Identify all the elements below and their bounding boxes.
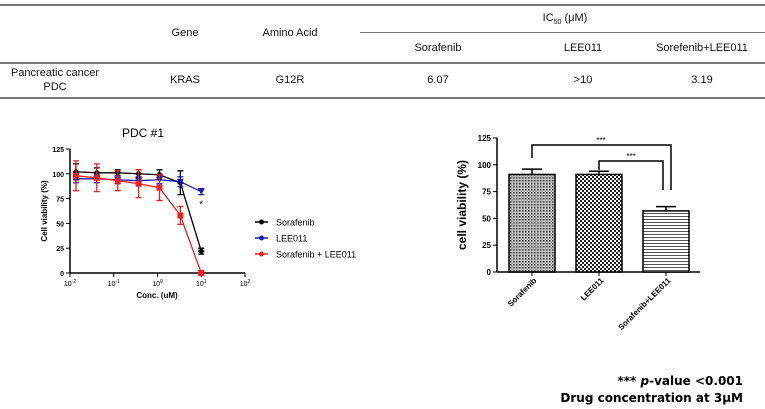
x-tick-label: 10-1 (108, 279, 120, 288)
legend-marker (259, 219, 264, 225)
header-bottom-rule (0, 62, 765, 64)
ic50-sub: 50 (553, 19, 562, 27)
cell-amino-acid: G12R (275, 74, 305, 86)
bar-category-label: Sorafenib+LEE011 (617, 276, 673, 332)
cell-gene: KRAS (170, 74, 200, 86)
header-combo: Sorefenib+LEE011 (656, 42, 748, 54)
legend-label: LEE011 (276, 234, 307, 244)
legend-label: Sorafenib + LEE011 (276, 250, 356, 260)
bar-y-tick-label: 50 (482, 214, 491, 223)
header-sorafenib: Sorafenib (414, 42, 462, 54)
bar-y-tick-label: 0 (487, 268, 492, 277)
data-point (198, 270, 205, 276)
p-italic: p (640, 374, 650, 388)
significance-label: *** (626, 152, 635, 161)
x-tick-label: 101 (196, 279, 207, 288)
bar (508, 173, 556, 273)
y-tick-label: 25 (56, 246, 64, 253)
legend-label: Sorafenib (276, 218, 315, 228)
footnote-concentration: Drug concentration at 3μM (560, 391, 743, 405)
cell-combo: 3.19 (691, 74, 713, 86)
significance-label: *** (596, 136, 605, 145)
line-chart-title: PDC #1 (122, 126, 164, 140)
legend-marker (259, 251, 264, 257)
x-tick-label: 100 (152, 279, 163, 288)
bar-y-axis-label: cell viability (%) (455, 160, 469, 250)
bar-category-label: LEE011 (579, 276, 606, 303)
data-point (177, 212, 184, 219)
data-point (135, 180, 142, 187)
ic50-rule (360, 32, 765, 33)
y-axis-label: Cell viability (%) (40, 180, 49, 242)
ic50-unit: (μM) (561, 12, 588, 24)
bar-y-tick-label: 75 (482, 188, 491, 197)
data-point (176, 178, 184, 185)
data-point (197, 247, 205, 255)
x-tick-label: 102 (240, 279, 251, 288)
y-tick-label: 125 (52, 147, 64, 154)
bar-error (522, 168, 542, 175)
data-point (156, 184, 163, 191)
x-tick-label: 10-2 (64, 279, 76, 288)
cell-sorafenib: 6.07 (427, 74, 449, 86)
significance-star: * (199, 200, 203, 211)
bar-y-tick-label: 125 (478, 134, 492, 143)
footnote-pvalue: *** p-value <0.001 (618, 374, 744, 388)
header-lee011: LEE011 (563, 42, 603, 54)
bar-y-tick-label: 25 (482, 241, 491, 250)
table-top-rule (0, 4, 765, 6)
legend-marker (259, 235, 264, 241)
y-tick-label: 50 (56, 221, 64, 228)
bar (575, 173, 623, 273)
data-point (197, 188, 205, 195)
data-point (93, 174, 100, 181)
significance-bracket (598, 160, 664, 190)
cell-lee011: >10 (573, 74, 593, 86)
bar-y-tick-label: 100 (478, 161, 492, 170)
stars: *** (617, 374, 637, 388)
ic50-main: IC (542, 12, 554, 24)
bar (642, 210, 690, 273)
data-point (72, 172, 79, 179)
y-tick-label: 0 (60, 271, 64, 278)
header-amino-acid: Amino Acid (262, 27, 318, 39)
pvalue-text: -value <0.001 (649, 374, 743, 388)
bar-category-label: Sorafenib (506, 276, 539, 309)
header-gene: Gene (171, 27, 199, 39)
significance-bracket (531, 144, 672, 190)
data-point (114, 177, 121, 184)
row-label: Pancreatic cancer PDC (11, 66, 99, 94)
y-tick-label: 100 (52, 172, 64, 179)
y-tick-label: 75 (56, 197, 64, 204)
header-ic50: IC50 (μM) (543, 12, 588, 26)
row-label-2: PDC (43, 81, 67, 93)
table-bottom-rule (0, 97, 765, 99)
row-label-1: Pancreatic cancer (10, 67, 100, 79)
x-axis-label: Conc. (uM) (136, 291, 178, 300)
